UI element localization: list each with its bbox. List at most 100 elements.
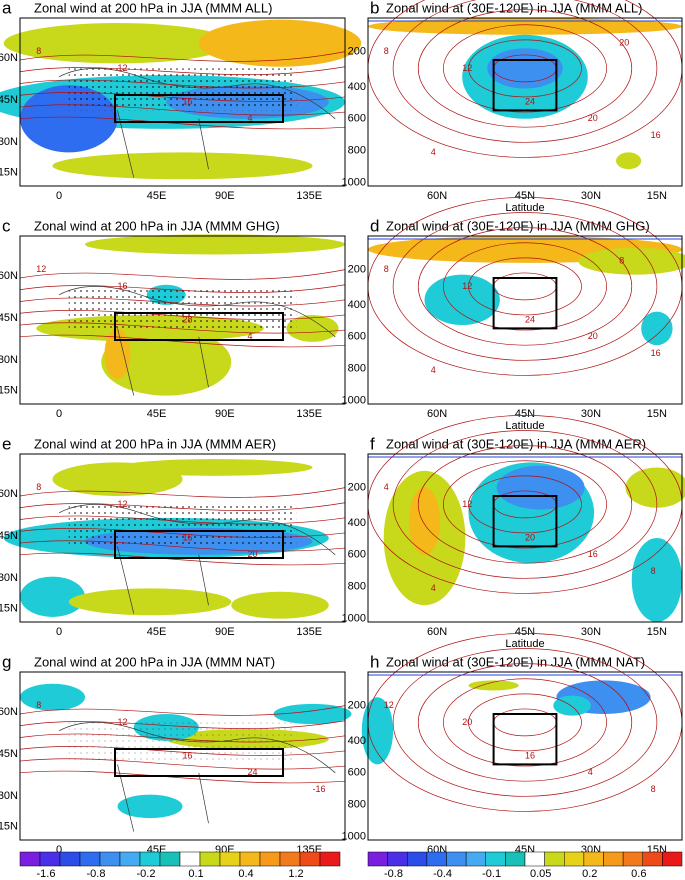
contour	[468, 39, 582, 98]
colorbar-label: -0.2	[137, 868, 156, 880]
shading	[117, 459, 313, 476]
y-tick-label: 800	[348, 363, 366, 375]
stippling	[68, 722, 297, 765]
panel-title: Zonal wind at 200 hPa in JJA (MMM NAT)	[34, 654, 275, 669]
contour-label: 8	[36, 46, 41, 56]
contour	[19, 310, 346, 320]
shading	[20, 576, 85, 617]
panel-letter: b	[370, 0, 379, 17]
contour-label: 16	[118, 281, 128, 291]
shading	[20, 683, 85, 711]
contour	[417, 227, 633, 346]
contour-label: 12	[462, 281, 472, 291]
plot-frame	[19, 671, 346, 841]
y-tick-label: 200	[348, 482, 366, 494]
colorbar-box	[544, 851, 565, 867]
panel-title: Zonal wind at 200 hPa in JJA (MMM ALL)	[34, 0, 272, 15]
stippling	[68, 504, 297, 547]
colorbar-box	[259, 851, 281, 867]
colorbar-box	[79, 851, 101, 867]
y-tick-label: 60N	[0, 52, 18, 64]
shading	[487, 48, 563, 89]
contour-label: 8	[36, 482, 41, 492]
x-tick-label: 60N	[427, 190, 447, 202]
y-tick-label: 30N	[0, 572, 18, 584]
contour	[392, 648, 658, 797]
contour-label: 16	[525, 750, 535, 760]
contour-label: 12	[462, 63, 472, 73]
colorbar-label: -0.8	[384, 868, 403, 880]
y-tick-label: 60N	[0, 488, 18, 500]
plot-frame	[367, 453, 683, 623]
colorbar-box	[179, 851, 201, 867]
contour	[19, 284, 346, 293]
colorbar-box	[199, 851, 221, 867]
box-region	[114, 312, 284, 341]
panel-title: Zonal wind at (30E-120E) in JJA (MMM ALL…	[386, 0, 643, 15]
contour-label: 20	[588, 113, 598, 123]
x-tick-label: 30N	[581, 190, 601, 202]
x-tick-label: 135E	[296, 408, 322, 420]
x-axis-label: Latitude	[505, 420, 544, 432]
y-tick-label: 45N	[0, 312, 18, 324]
x-axis-label: Latitude	[505, 202, 544, 214]
contour-label: 8	[384, 46, 389, 56]
contour	[417, 445, 633, 564]
colorbar-box	[524, 851, 545, 867]
colorbar-box	[159, 851, 181, 867]
y-tick-label: 200	[348, 264, 366, 276]
contour-label: 20	[588, 331, 598, 341]
plot-frame	[19, 235, 346, 405]
contour	[19, 487, 346, 498]
y-tick-label: 800	[348, 145, 366, 157]
plot-frame	[19, 453, 346, 623]
y-tick-label: 400	[348, 735, 366, 747]
shading	[68, 588, 232, 616]
y-tick-label: 15N	[0, 166, 18, 178]
y-tick-label: 1000	[342, 177, 366, 189]
contour	[443, 460, 607, 549]
x-tick-label: 15N	[647, 408, 667, 420]
contour-label: 12	[118, 717, 128, 727]
contour	[19, 720, 346, 729]
x-tick-label: 0	[56, 190, 62, 202]
x-tick-label: 30N	[581, 408, 601, 420]
contour-label: 20	[462, 717, 472, 727]
contour-label: 16	[183, 532, 193, 542]
colorbar-box	[564, 851, 585, 867]
contour	[19, 705, 346, 716]
contour	[19, 502, 346, 511]
contour	[19, 733, 346, 743]
contour-label: 16	[651, 130, 661, 140]
contour	[468, 693, 582, 752]
shading	[85, 234, 345, 255]
contour	[19, 269, 346, 280]
contour-label: 16	[183, 750, 193, 760]
colorbar-box	[387, 851, 408, 867]
y-tick-label: 600	[348, 113, 366, 125]
plot-area: 12 20 16 4 8	[361, 633, 683, 840]
x-tick-label: 15N	[647, 626, 667, 638]
plot-frame	[367, 235, 683, 405]
y-tick-label: 60N	[0, 270, 18, 282]
contour	[443, 24, 607, 113]
contour-label: 16	[183, 96, 193, 106]
shading	[198, 19, 362, 67]
colorbar-label: 1.2	[288, 868, 303, 880]
contour	[443, 678, 607, 767]
x-axis-label: Latitude	[505, 638, 544, 650]
contour-label: 8	[384, 264, 389, 274]
contour-label: 8	[619, 256, 624, 266]
panel-title: Zonal wind at 200 hPa in JJA (MMM GHG)	[34, 218, 280, 233]
x-tick-label: 135E	[296, 190, 322, 202]
y-tick-label: 45N	[0, 748, 18, 760]
x-tick-label: 30N	[581, 626, 601, 638]
colorbar-label: 0.6	[631, 868, 646, 880]
contour	[19, 66, 346, 75]
contour-label: 12	[118, 63, 128, 73]
contour-label: 8	[651, 784, 656, 794]
colorbar-box	[407, 851, 428, 867]
y-tick-label: 45N	[0, 94, 18, 106]
shading	[496, 465, 585, 510]
panel-letter: f	[370, 434, 375, 453]
